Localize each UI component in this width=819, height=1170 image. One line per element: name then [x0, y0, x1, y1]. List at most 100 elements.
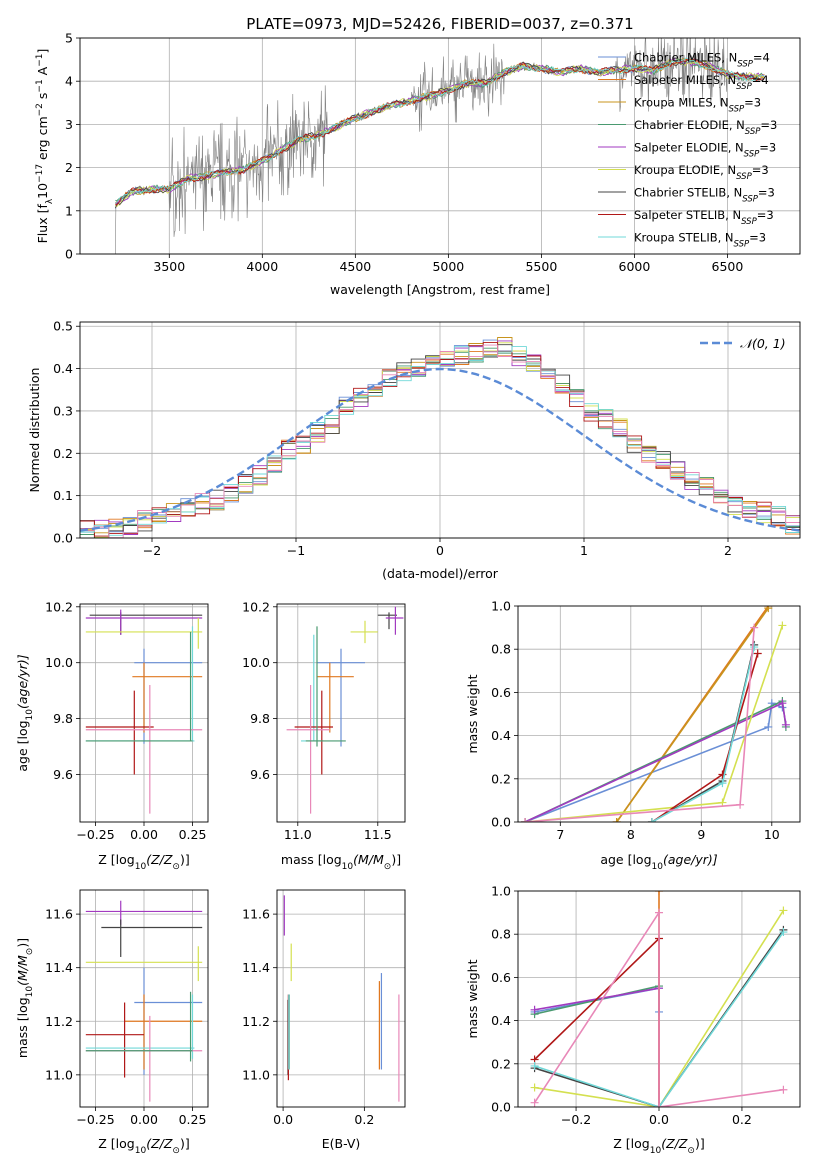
normal-distribution-curve — [80, 367, 800, 532]
mass-weight-line — [651, 646, 755, 822]
data-point-marker — [778, 621, 787, 630]
mass-weight-line — [534, 931, 785, 1107]
y-tick-label: 0.6 — [491, 970, 511, 985]
y-tick-label: 0.4 — [53, 361, 73, 376]
x-tick-label: 2 — [724, 543, 732, 558]
y-axis-label: Flux [fλ10−17 erg cm−2 s−1 A−1] — [35, 49, 55, 244]
label-part: A — [35, 66, 50, 79]
data-point-marker — [753, 649, 762, 658]
age-vs-mass-panel: 11.0 11.5 9.6 9.8 10.0 10.2 mass [log10(M/M⊙)] — [242, 599, 406, 872]
axes-frame — [79, 37, 801, 255]
y-tick-label: 0.3 — [53, 403, 73, 418]
y-tick-label: 1.0 — [491, 599, 511, 614]
y-tick-label: 0.4 — [491, 728, 511, 743]
y-tick-label: 0.0 — [491, 1100, 511, 1115]
axes-frame — [79, 889, 209, 1108]
legend-text-part: SSP — [742, 195, 758, 205]
y-tick-label: 11.0 — [242, 1067, 270, 1082]
data-point-marker — [718, 779, 727, 788]
y-tick-label: 11.0 — [45, 1067, 73, 1082]
data-point-marker — [736, 800, 745, 809]
x-tick-label: 9 — [697, 827, 705, 842]
plot-area — [286, 606, 404, 814]
legend-text-part: =3 — [752, 163, 769, 177]
x-axis-label: (data-model)/error — [382, 566, 499, 581]
y-tick-label: 3 — [65, 117, 73, 132]
mass-weight-line — [651, 644, 755, 822]
label-part: (Z/Z — [146, 1136, 173, 1151]
x-axis-label: Z [log10(Z/Z⊙)] — [98, 852, 189, 872]
x-tick-label: 0.0 — [649, 1112, 669, 1127]
mass-vs-extinction-panel: 0.0 0.2 11.0 11.2 11.4 11.6 E(B-V) — [242, 889, 406, 1151]
label-part: 10 — [35, 183, 50, 199]
y-tick-label: 11.2 — [242, 1014, 270, 1029]
data-point-marker — [655, 891, 663, 895]
label-part: (M/M — [15, 955, 30, 986]
y-tick-label: 9.8 — [53, 711, 73, 726]
legend-text-part: Kroupa STELIB, N — [634, 231, 734, 245]
label-part: Flux [f — [35, 204, 50, 244]
data-point-marker — [655, 908, 663, 917]
label-part: (Z/Z — [661, 1136, 688, 1151]
label-part: −17 — [35, 164, 45, 183]
y-tick-label: 10.2 — [45, 599, 73, 614]
label-part: (age/yr)] — [663, 852, 718, 867]
axes-frame — [517, 890, 801, 1108]
axes-frame — [79, 321, 801, 539]
label-part: 10 — [135, 862, 147, 872]
x-tick-label: 1 — [580, 543, 588, 558]
data-point-marker — [718, 798, 727, 807]
x-tick-label: 8 — [627, 827, 635, 842]
label-part: Z [log — [613, 1136, 649, 1151]
y-tick-label: 0.2 — [491, 1056, 511, 1071]
x-tick-label: 0.00 — [130, 827, 158, 842]
label-part: )] — [180, 852, 190, 867]
x-tick-label: 0.2 — [354, 1112, 374, 1127]
legend-entry: 𝒩(0, 1) — [740, 336, 786, 351]
label-part: )] — [695, 1136, 705, 1151]
legend-entry: Chabrier MILES, NSSP=4 — [634, 51, 770, 70]
mass-weight-vs-metallicity-panel: −0.2 0.0 0.2 0.0 0.2 0.4 0.6 0.8 1.0 Z [log10(Z/Z… — [465, 884, 801, 1156]
y-tick-label: 10.2 — [242, 599, 270, 614]
y-tick-label: 9.6 — [250, 767, 270, 782]
x-tick-label: 0.25 — [179, 1112, 207, 1127]
y-tick-label: 0.8 — [491, 642, 511, 657]
legend-entry: Salpeter MILES, NSSP=4 — [634, 73, 769, 92]
mass-weight-line — [534, 936, 660, 1107]
legend-text-part: =3 — [759, 141, 776, 155]
y-tick-label: 0.6 — [491, 685, 511, 700]
y-tick-label: 0.1 — [53, 488, 73, 503]
spectrum-panel: 3500 4000 4500 5000 5500 6000 6500 0 1 2 3 4 5 wavele… — [35, 31, 801, 297]
label-part: ⊙ — [172, 1146, 180, 1156]
y-tick-label: 0.0 — [53, 531, 73, 546]
x-tick-label: 11.5 — [364, 827, 392, 842]
legend-text-part: Kroupa MILES, N — [634, 96, 729, 110]
y-axis-label: mass [log10(M/M⊙)] — [15, 938, 35, 1058]
y-tick-label: 11.6 — [242, 907, 270, 922]
x-axis-label: Z [log10(Z/Z⊙)] — [98, 1136, 189, 1156]
label-part: Z [log — [98, 1136, 134, 1151]
y-axis-label: age [log10(age/yr)] — [15, 654, 35, 771]
axes-frame — [276, 889, 406, 1108]
y-tick-label: 0.8 — [491, 927, 511, 942]
x-tick-label: 10 — [764, 827, 780, 842]
legend-text-part: SSP — [736, 172, 752, 182]
legend-text-part: SSP — [734, 240, 750, 250]
label-part: 10 — [652, 862, 664, 872]
label-part: ⊙ — [384, 862, 392, 872]
label-part: 10 — [135, 1146, 147, 1156]
legend-entry: Kroupa ELODIE, NSSP=3 — [634, 163, 769, 182]
data-point-marker — [521, 818, 530, 822]
data-point-marker — [778, 699, 787, 708]
label-part: s — [35, 93, 50, 104]
x-tick-label: −1 — [287, 543, 305, 558]
y-tick-label: 10.0 — [242, 655, 270, 670]
legend-text-part: Chabrier MILES, N — [634, 51, 737, 65]
y-axis-label: mass weight — [465, 959, 480, 1038]
x-tick-label: 6000 — [619, 259, 651, 274]
model-spectrum-line — [114, 58, 765, 209]
x-tick-label: 0 — [436, 543, 444, 558]
x-tick-label: 0.2 — [732, 1112, 752, 1127]
